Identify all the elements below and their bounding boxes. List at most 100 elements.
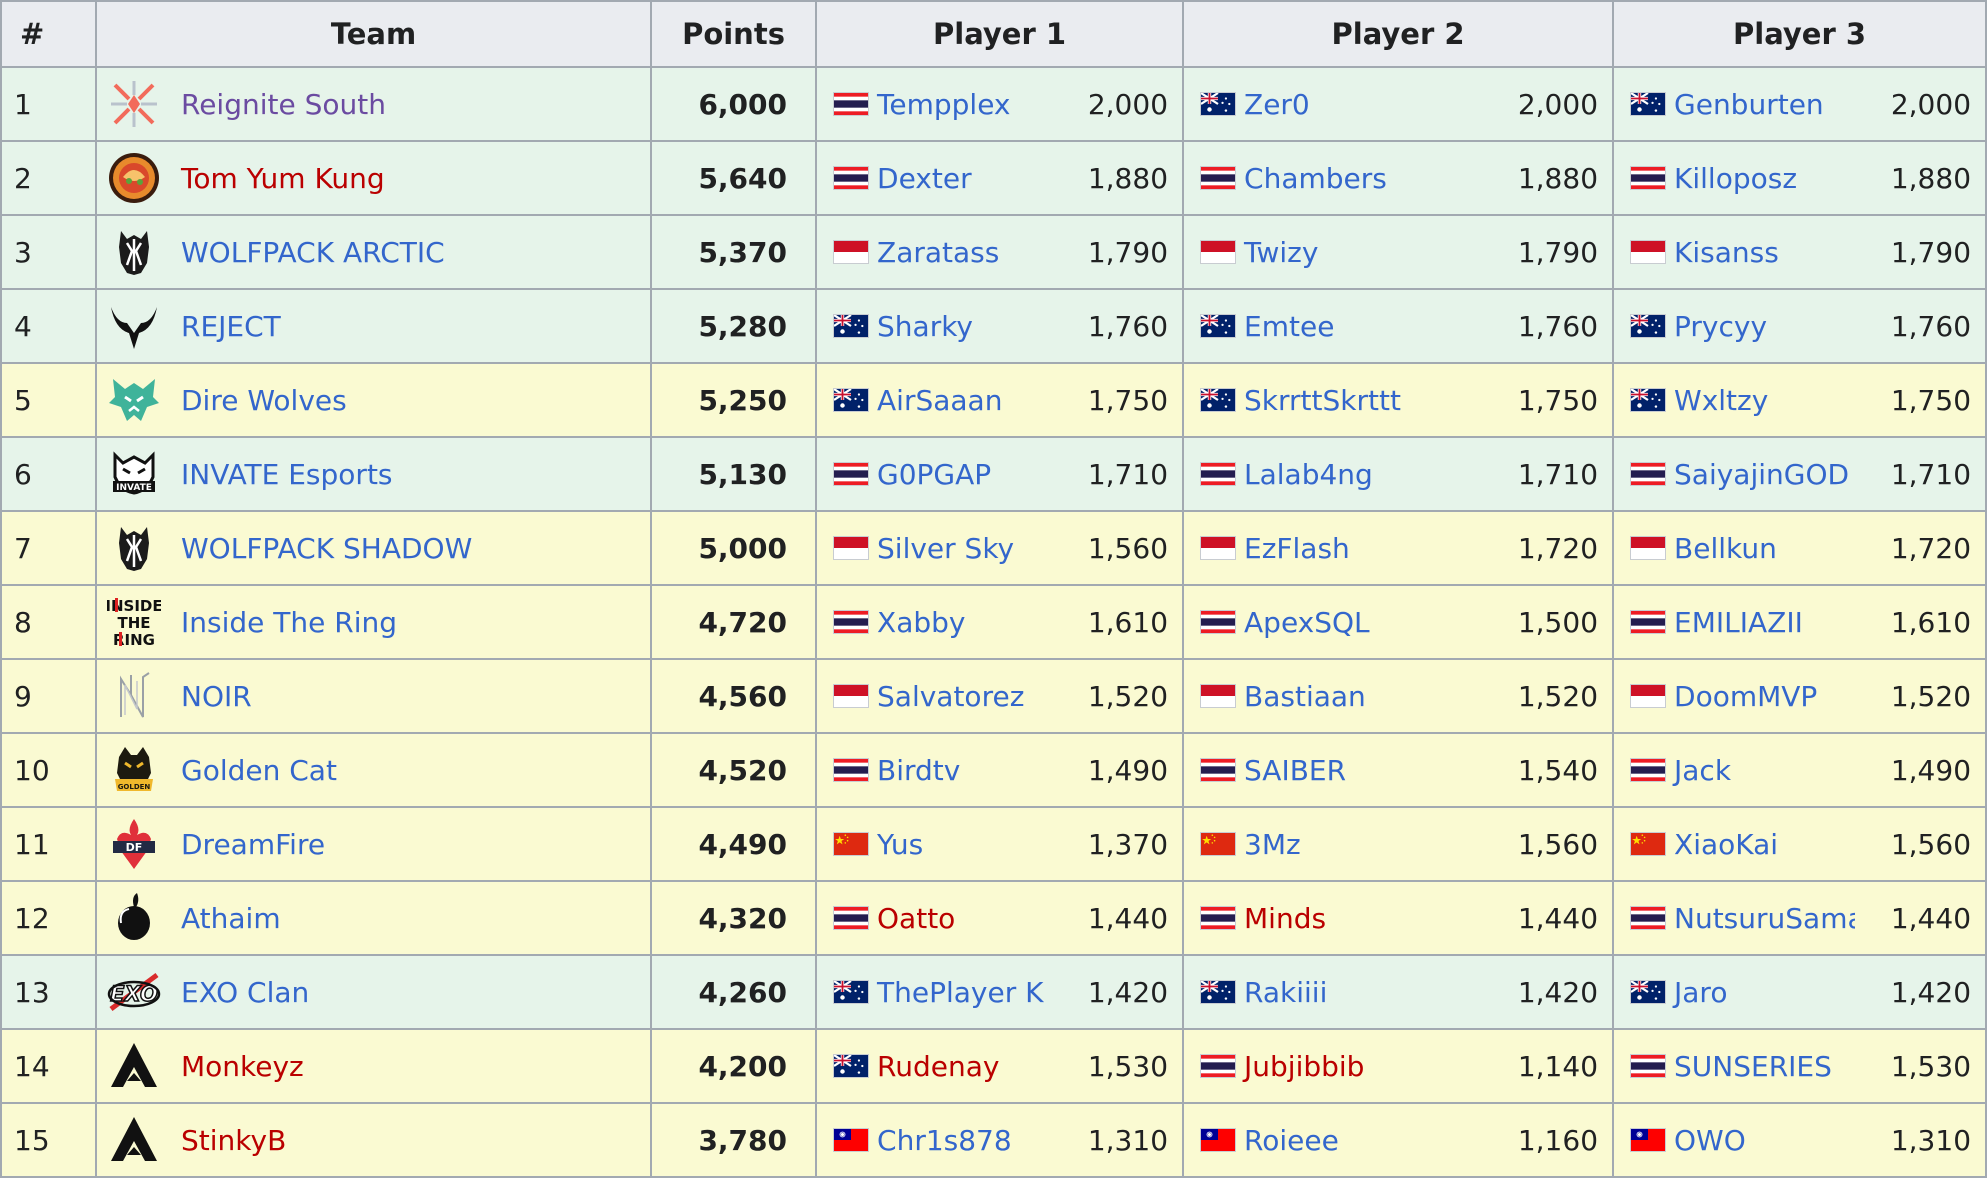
team-link[interactable]: INVATE Esports (181, 457, 393, 491)
player-link[interactable]: Chr1s878 (877, 1123, 1012, 1157)
player-link[interactable]: Bellkun (1674, 531, 1777, 565)
reignite-icon[interactable] (107, 77, 161, 131)
indonesia-flag-icon (833, 535, 870, 560)
team-link[interactable]: Golden Cat (181, 753, 337, 787)
team-logo-cell: GOLDEN (95, 732, 171, 808)
player-link[interactable]: Rakiiii (1244, 975, 1328, 1009)
team-link[interactable]: NOIR (181, 679, 252, 713)
player2-points: 1,710 (1498, 436, 1615, 512)
player-link[interactable]: G0PGAP (877, 457, 992, 491)
table-row: 14 Monkeyz 4,200 Rudenay 1,530 Jubjibbib 1,140… (0, 1028, 1988, 1104)
team-link[interactable]: Dire Wolves (181, 383, 347, 417)
australia-flag-icon (833, 313, 870, 338)
player3-cell: XiaoKai (1612, 806, 1856, 882)
player-link[interactable]: SAIBER (1244, 753, 1347, 787)
player-link[interactable]: Zer0 (1244, 87, 1310, 121)
apex-icon[interactable] (107, 1039, 161, 1093)
player3-cell: Genburten (1612, 66, 1856, 142)
wolfpack-icon[interactable] (107, 521, 161, 575)
player-link[interactable]: Sharky (877, 309, 973, 343)
player-link[interactable]: Dexter (877, 161, 972, 195)
player-link[interactable]: ApexSQL (1244, 605, 1370, 639)
apex-icon[interactable] (107, 1113, 161, 1167)
player-link[interactable]: Birdtv (877, 753, 961, 787)
rank-cell: 11 (0, 806, 97, 882)
player-link[interactable]: 3Mz (1244, 827, 1301, 861)
points-cell: 4,320 (650, 880, 818, 956)
points-cell: 5,250 (650, 362, 818, 438)
table-row: 11 DF DreamFire 4,490 Yus 1,370 3Mz 1,560 XiaoKa… (0, 806, 1988, 882)
player-link[interactable]: Twizy (1244, 235, 1319, 269)
player-link[interactable]: Emtee (1244, 309, 1335, 343)
athaim-icon[interactable] (107, 891, 161, 945)
tom-yum-kung-icon[interactable] (107, 151, 161, 205)
rank-cell: 7 (0, 510, 97, 586)
team-link[interactable]: StinkyB (181, 1123, 287, 1157)
player-link[interactable]: Minds (1244, 901, 1327, 935)
team-cell: NOIR (171, 658, 653, 734)
team-link[interactable]: EXO Clan (181, 975, 310, 1009)
player-link[interactable]: DoomMVP (1674, 679, 1818, 713)
player-link[interactable]: Kisanss (1674, 235, 1779, 269)
player3-cell: Killoposz (1612, 140, 1856, 216)
player-link[interactable]: ThePlayer K (877, 975, 1044, 1009)
player-link[interactable]: Bastiaan (1244, 679, 1366, 713)
player-link[interactable]: Jaro (1674, 975, 1728, 1009)
golden-cat-icon[interactable]: GOLDEN (107, 743, 161, 797)
player-link[interactable]: SaiyajinGOD (1674, 457, 1850, 491)
player-link[interactable]: Lalab4ng (1244, 457, 1373, 491)
team-link[interactable]: WOLFPACK ARCTIC (181, 235, 445, 269)
invate-icon[interactable]: INVATE (107, 447, 161, 501)
team-link[interactable]: Tom Yum Kung (181, 161, 385, 195)
team-link[interactable]: REJECT (181, 309, 281, 343)
player1-cell: Yus (815, 806, 1065, 882)
reject-icon[interactable] (107, 299, 161, 353)
dire-wolves-icon[interactable] (107, 373, 161, 427)
player-link[interactable]: Wxltzy (1674, 383, 1769, 417)
player-link[interactable]: EMILIAZII (1674, 605, 1803, 639)
team-link[interactable]: Athaim (181, 901, 281, 935)
player-link[interactable]: Oatto (877, 901, 956, 935)
player2-cell: Chambers (1182, 140, 1499, 216)
team-link[interactable]: DreamFire (181, 827, 326, 861)
player3-points: 1,720 (1855, 510, 1988, 586)
points-cell: 5,130 (650, 436, 818, 512)
player3-cell: DoomMVP (1612, 658, 1856, 734)
player-link[interactable]: Salvatorez (877, 679, 1025, 713)
team-link[interactable]: Monkeyz (181, 1049, 304, 1083)
points-cell: 4,560 (650, 658, 818, 734)
player-link[interactable]: XiaoKai (1674, 827, 1779, 861)
player-link[interactable]: Rudenay (877, 1049, 1000, 1083)
player-link[interactable]: Prycyy (1674, 309, 1768, 343)
player-link[interactable]: Genburten (1674, 87, 1824, 121)
team-link[interactable]: Inside The Ring (181, 605, 398, 639)
player-link[interactable]: Yus (877, 827, 924, 861)
indonesia-flag-icon (1200, 683, 1237, 708)
player-link[interactable]: Jubjibbib (1244, 1049, 1365, 1083)
player-link[interactable]: AirSaaan (877, 383, 1003, 417)
inside-the-ring-icon[interactable]: INSIDE THE RING (107, 595, 161, 649)
points-cell: 4,260 (650, 954, 818, 1030)
player-link[interactable]: Killoposz (1674, 161, 1798, 195)
exo-clan-icon[interactable]: EXO (107, 965, 161, 1019)
team-link[interactable]: WOLFPACK SHADOW (181, 531, 473, 565)
player-link[interactable]: Silver Sky (877, 531, 1015, 565)
player-link[interactable]: NutsuruSama (1674, 901, 1856, 935)
player-link[interactable]: Xabby (877, 605, 966, 639)
player-link[interactable]: EzFlash (1244, 531, 1350, 565)
team-cell: Dire Wolves (171, 362, 653, 438)
wolfpack-icon[interactable] (107, 225, 161, 279)
player-link[interactable]: Jack (1674, 753, 1732, 787)
team-link[interactable]: Reignite South (181, 87, 386, 121)
player-link[interactable]: SUNSERIES (1674, 1049, 1832, 1083)
player-link[interactable]: Zaratass (877, 235, 1000, 269)
player-link[interactable]: OWO (1674, 1123, 1746, 1157)
player-link[interactable]: Roieee (1244, 1123, 1339, 1157)
noir-icon[interactable] (107, 669, 161, 723)
player-link[interactable]: Chambers (1244, 161, 1387, 195)
thailand-flag-icon (833, 461, 870, 486)
player-link[interactable]: Tempplex (877, 87, 1011, 121)
player-link[interactable]: SkrrttSkrttt (1244, 383, 1401, 417)
dreamfire-icon[interactable]: DF (107, 817, 161, 871)
player2-points: 1,440 (1498, 880, 1615, 956)
